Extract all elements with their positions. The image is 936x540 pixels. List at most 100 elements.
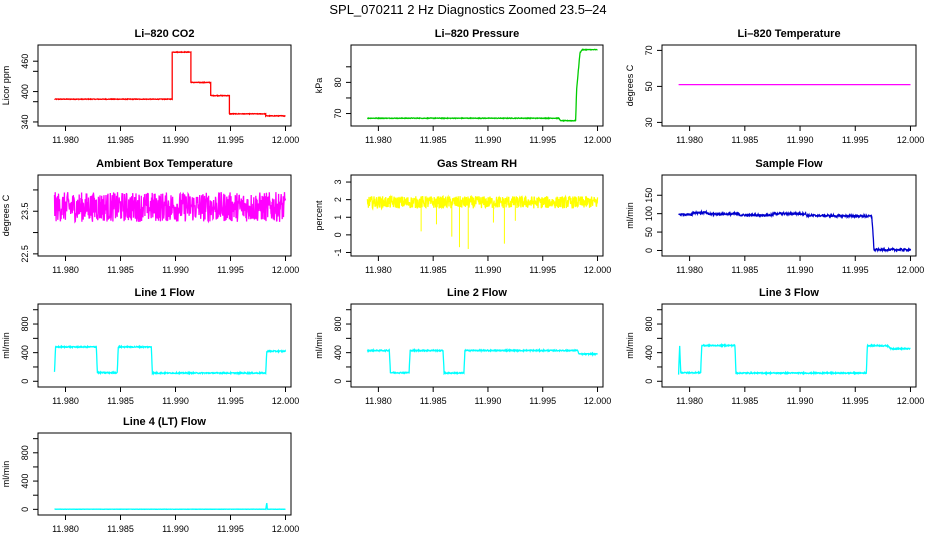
series-line xyxy=(366,194,599,211)
x-tick-label: 11.990 xyxy=(162,135,189,145)
x-tick-label: 11.980 xyxy=(676,396,703,406)
plot-frame xyxy=(661,44,917,127)
y-tick-label: 400 xyxy=(20,345,30,360)
plot-frame xyxy=(37,44,292,127)
x-tick-label: 11.990 xyxy=(475,396,502,406)
x-tick-label: 11.980 xyxy=(365,396,392,406)
x-tick-label: 11.980 xyxy=(52,396,79,406)
x-tick-label: 11.980 xyxy=(676,135,703,145)
x-tick-label: 11.980 xyxy=(52,524,79,534)
x-tick-label: 11.995 xyxy=(217,265,244,275)
series-line xyxy=(366,347,598,376)
y-axis-label: ml/min xyxy=(314,332,324,359)
plot-frame xyxy=(350,44,604,127)
x-tick-label: 11.990 xyxy=(787,265,814,275)
x-tick-label: 11.985 xyxy=(107,396,134,406)
x-tick-label: 11.980 xyxy=(365,265,392,275)
x-tick-label: 11.990 xyxy=(475,135,502,145)
panel-title: Li–820 CO2 xyxy=(135,28,195,40)
panel-title: Line 2 Flow xyxy=(447,287,507,299)
x-tick-label: 12.000 xyxy=(584,265,612,275)
series-line xyxy=(54,502,286,511)
y-axis-label: Licor ppm xyxy=(1,66,11,106)
x-tick-label: 11.985 xyxy=(731,265,758,275)
y-tick-label: 50 xyxy=(644,81,654,91)
x-tick-label: 12.000 xyxy=(272,135,300,145)
x-tick-label: 11.995 xyxy=(529,265,556,275)
series-line xyxy=(678,209,912,253)
x-tick-label: 11.990 xyxy=(787,135,814,145)
panel-title: Li–820 Pressure xyxy=(435,28,519,40)
series-line xyxy=(53,191,287,224)
panel-line1: Line 1 Flow ml/min 11.980 11.985 11.990 11.99… xyxy=(1,287,299,406)
y-axis-label: ml/min xyxy=(1,461,11,488)
x-tick-label: 11.985 xyxy=(107,135,134,145)
plot-frame xyxy=(37,432,292,516)
x-tick-label: 12.000 xyxy=(897,396,925,406)
x-tick-label: 11.980 xyxy=(676,265,703,275)
panel-box_temp: Ambient Box Temperature degrees C 11.980 11… xyxy=(1,158,299,275)
x-tick-label: 12.000 xyxy=(897,135,925,145)
y-tick-label: 3 xyxy=(333,180,343,185)
y-tick-label: 400 xyxy=(644,345,654,360)
plot-frame xyxy=(37,174,292,257)
x-tick-label: 11.985 xyxy=(107,524,134,534)
y-tick-label: 2 xyxy=(333,197,343,202)
panel-licor_temp: Li–820 Temperature degrees C 11.980 11.985 1… xyxy=(625,28,924,145)
y-tick-label: 150 xyxy=(644,188,654,203)
panel-title: Line 4 (LT) Flow xyxy=(123,416,206,428)
x-tick-label: 12.000 xyxy=(272,524,300,534)
y-tick-label: 30 xyxy=(644,117,654,127)
y-axis-label: degrees C xyxy=(625,64,635,106)
x-tick-label: 11.980 xyxy=(52,265,79,275)
x-tick-label: 11.980 xyxy=(365,135,392,145)
plot-frame xyxy=(661,303,917,388)
x-tick-label: 12.000 xyxy=(897,265,925,275)
panel-co2: Li–820 CO2 Licor ppm 11.980 11.985 11.990 11.… xyxy=(1,28,299,145)
y-tick-label: 460 xyxy=(20,54,30,69)
figure-title: SPL_070211 2 Hz Diagnostics Zoomed 23.5–… xyxy=(329,2,607,17)
y-tick-label: 800 xyxy=(333,317,343,332)
x-tick-label: 11.995 xyxy=(217,524,244,534)
x-tick-label: 12.000 xyxy=(584,135,612,145)
y-tick-label: 800 xyxy=(644,317,654,332)
x-tick-label: 11.990 xyxy=(162,396,189,406)
x-tick-label: 11.980 xyxy=(52,135,79,145)
y-tick-label: 340 xyxy=(20,114,30,129)
x-tick-label: 11.985 xyxy=(731,396,758,406)
x-tick-label: 11.985 xyxy=(731,135,758,145)
x-tick-label: 11.995 xyxy=(842,265,869,275)
plot-frame xyxy=(350,303,604,388)
panel-title: Line 3 Flow xyxy=(759,287,819,299)
y-tick-label: 800 xyxy=(20,445,30,460)
x-tick-label: 11.995 xyxy=(529,135,556,145)
y-axis-label: ml/min xyxy=(1,332,11,359)
series-line xyxy=(53,344,287,376)
y-tick-label: 400 xyxy=(20,84,30,99)
x-tick-label: 11.985 xyxy=(420,135,447,145)
y-tick-label: 0 xyxy=(333,379,343,384)
y-tick-label: 800 xyxy=(20,317,30,332)
y-tick-label: 1 xyxy=(333,215,343,220)
y-axis-label: ml/min xyxy=(625,202,635,229)
x-tick-label: 11.985 xyxy=(420,396,447,406)
panel-title: Line 1 Flow xyxy=(135,287,195,299)
panel-sample_flow: Sample Flow ml/min 11.980 11.985 11.990 11.99… xyxy=(625,158,924,275)
plot-frame xyxy=(350,174,604,257)
x-tick-label: 11.995 xyxy=(842,396,869,406)
y-tick-label: 0 xyxy=(20,379,30,384)
y-tick-label: 50 xyxy=(644,227,654,237)
x-tick-label: 11.995 xyxy=(529,396,556,406)
panel-line2: Line 2 Flow ml/min 11.980 11.985 11.990 11.99… xyxy=(314,287,611,406)
x-tick-label: 11.995 xyxy=(842,135,869,145)
x-tick-label: 12.000 xyxy=(584,396,612,406)
y-tick-label: 70 xyxy=(333,109,343,119)
x-tick-label: 11.990 xyxy=(787,396,814,406)
y-tick-label: 70 xyxy=(644,45,654,55)
series-line xyxy=(677,342,911,376)
y-tick-label: 400 xyxy=(20,474,30,489)
y-tick-label: 0 xyxy=(20,507,30,512)
